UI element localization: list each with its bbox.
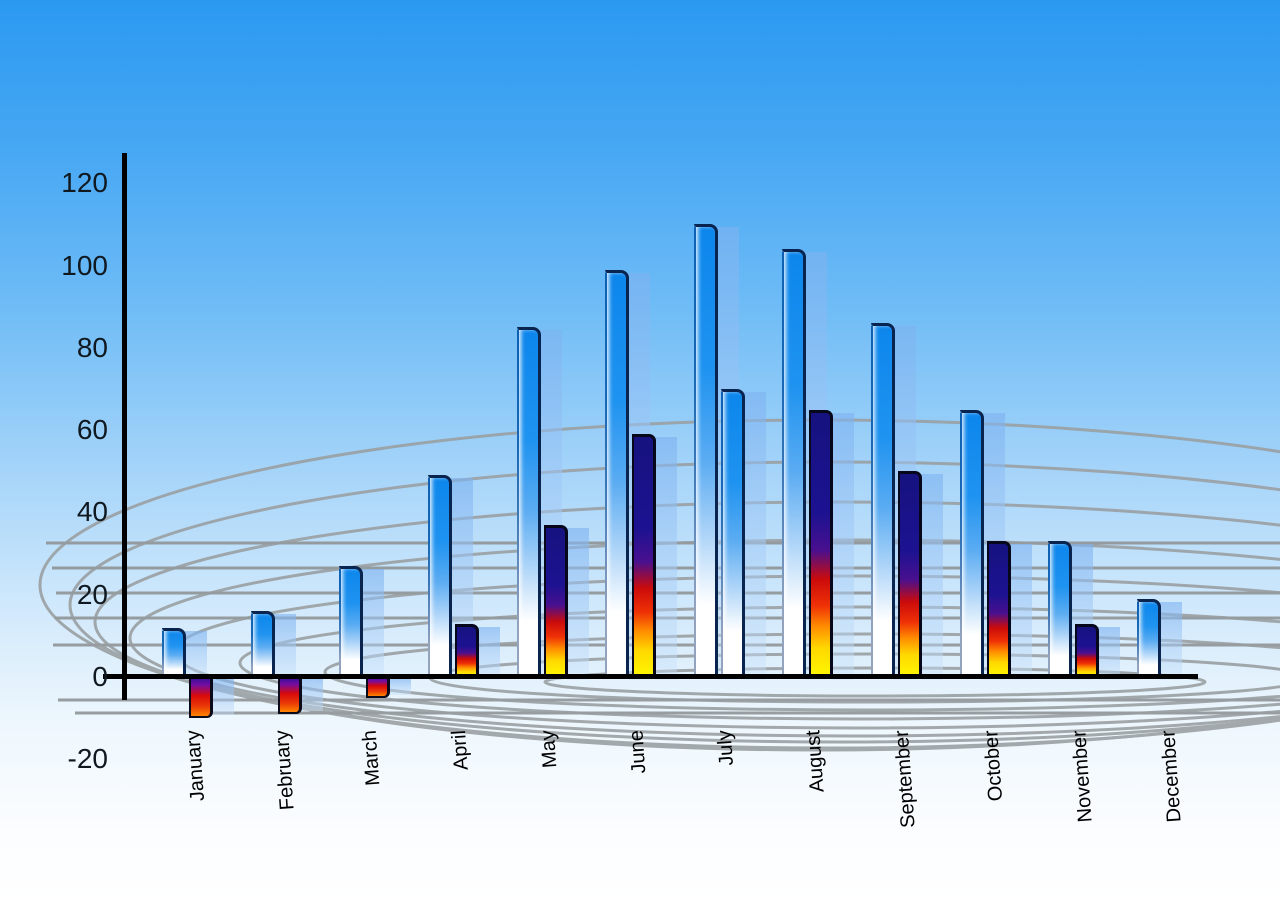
- echo-july-secondary: [744, 392, 766, 680]
- x-tick-text: June: [625, 729, 650, 775]
- y-tick-label-80: 80: [76, 332, 108, 363]
- bar-february-secondary: [278, 677, 302, 714]
- bar-may-main: [517, 327, 541, 677]
- x-tick-text: October: [980, 729, 1007, 802]
- bar-july-secondary: [721, 389, 745, 677]
- echo-march-main: [362, 569, 384, 680]
- bar-october-main: [960, 410, 984, 677]
- x-tick-text: March: [359, 729, 385, 787]
- y-tick-label-120: 120: [61, 167, 108, 198]
- x-tick-text: May: [537, 729, 562, 769]
- bar-september-secondary: [898, 471, 922, 677]
- bar-october-secondary: [987, 541, 1011, 677]
- echo-march-secondary: [389, 679, 411, 695]
- bar-june-secondary: [632, 434, 656, 677]
- x-axis-baseline: [103, 674, 1198, 679]
- y-tick-label-0: 0: [92, 661, 108, 692]
- echo-november-secondary: [1098, 627, 1120, 680]
- y-tick-label-40: 40: [76, 496, 108, 527]
- y-axis-line: [122, 153, 127, 700]
- bar-august-secondary: [809, 410, 833, 677]
- y-tick-label-60: 60: [76, 414, 108, 445]
- bar-january-main: [162, 628, 186, 677]
- bar-july-main: [694, 224, 718, 677]
- bar-march-secondary: [366, 677, 390, 698]
- y-tick-label-20: 20: [76, 579, 108, 610]
- echo-february-main: [274, 614, 296, 680]
- echo-june-secondary: [655, 437, 677, 680]
- bar-september-main: [871, 323, 895, 677]
- x-tick-text: April: [448, 729, 473, 771]
- bar-january-secondary: [189, 677, 213, 718]
- bar-may-secondary: [544, 525, 568, 677]
- y-tick-label-100: 100: [61, 250, 108, 281]
- x-tick-text: August: [802, 729, 829, 794]
- bar-february-main: [251, 611, 275, 677]
- bar-november-main: [1048, 541, 1072, 677]
- echo-september-secondary: [921, 474, 943, 680]
- echo-december-main: [1160, 602, 1182, 680]
- x-tick-text: January: [182, 729, 209, 802]
- echo-august-secondary: [832, 413, 854, 680]
- echo-april-secondary: [478, 627, 500, 680]
- y-tick-label--20: -20: [67, 743, 108, 774]
- bar-november-secondary: [1075, 624, 1099, 677]
- x-tick-text: July: [714, 729, 739, 767]
- bar-march-main: [339, 566, 363, 677]
- echo-october-secondary: [1010, 544, 1032, 680]
- bar-december-main: [1137, 599, 1161, 677]
- bar-june-main: [605, 270, 629, 677]
- echo-february-secondary: [301, 679, 323, 711]
- bar-april-main: [428, 475, 452, 677]
- bar-april-secondary: [455, 624, 479, 677]
- echo-january-secondary: [212, 679, 234, 715]
- bar-august-main: [782, 249, 806, 677]
- echo-may-secondary: [567, 528, 589, 680]
- echo-january-main: [185, 631, 207, 680]
